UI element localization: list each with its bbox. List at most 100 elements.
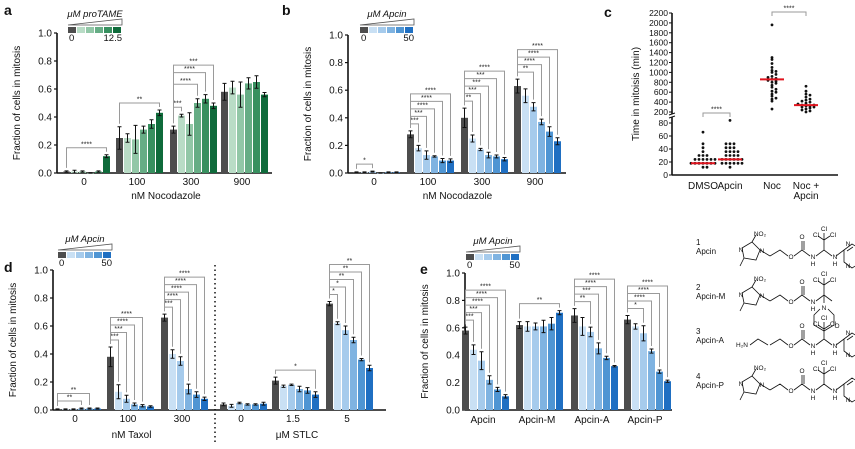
error-bar: [297, 385, 302, 393]
legend-swatch: [113, 27, 121, 33]
significance-bracket: [356, 163, 373, 169]
y-tick-label: 0.4: [38, 113, 52, 124]
significance-bracket: [627, 300, 652, 347]
atom-label: Cl: [830, 366, 837, 373]
x-tick-label: Apcin: [717, 181, 742, 192]
data-point: [770, 80, 774, 84]
significance-label: ****: [121, 311, 132, 318]
error-bar: [253, 403, 258, 406]
data-point: [800, 105, 804, 109]
significance-label: ***: [410, 117, 418, 124]
x-tick-label: 300: [474, 177, 491, 188]
data-point: [774, 90, 778, 94]
atom-label: N: [811, 299, 816, 306]
data-point: [693, 158, 697, 161]
error-bar: [186, 383, 191, 395]
x-tick-label: 0: [81, 177, 87, 188]
significance-label: ****: [480, 284, 491, 291]
significance-label: ****: [175, 278, 186, 285]
bar: [139, 405, 146, 410]
atom-label: O: [788, 299, 793, 306]
x-tick-label: DMSO: [688, 181, 718, 192]
atom-label: Cl: [813, 232, 820, 239]
significance-bracket: [771, 11, 807, 16]
significance-label: **: [137, 97, 143, 104]
significance-bracket: [465, 289, 506, 392]
data-point: [728, 150, 732, 154]
significance-label: ****: [81, 141, 92, 148]
legend-swatch: [77, 27, 85, 33]
significance-label: **: [580, 295, 586, 302]
data-point: [728, 142, 732, 146]
error-bar: [495, 386, 500, 393]
error-bar: [359, 357, 364, 362]
atom-label: N: [833, 388, 838, 395]
atom-label: NO₂: [754, 231, 767, 238]
error-bar: [502, 157, 507, 162]
error-bar: [523, 88, 528, 104]
bar: [312, 394, 319, 410]
bar: [664, 381, 671, 410]
atom-label: O: [834, 323, 839, 330]
significance-label: ***: [469, 306, 477, 313]
bar: [632, 326, 639, 410]
data-point: [770, 62, 774, 65]
bar: [288, 384, 295, 410]
error-bar: [471, 344, 476, 356]
bar: [194, 103, 201, 173]
data-point: [701, 146, 705, 150]
atom-label: H: [811, 306, 816, 313]
error-bar: [148, 405, 153, 408]
atom-label: Cl: [830, 232, 837, 239]
bar: [640, 333, 647, 410]
error-bar: [327, 301, 332, 307]
bar: [477, 149, 484, 173]
error-bar: [625, 314, 630, 325]
data-point: [774, 96, 778, 100]
error-bar: [470, 134, 475, 143]
bar: [554, 141, 561, 173]
data-point: [770, 97, 774, 101]
error-bar: [116, 384, 121, 400]
data-point: [724, 146, 728, 150]
legend-max: 50: [509, 260, 520, 271]
bar: [501, 159, 508, 173]
error-bar: [203, 94, 208, 104]
error-bar: [612, 364, 617, 368]
significance-label: ****: [585, 280, 596, 287]
atom-label: O: [788, 254, 793, 261]
error-bar: [187, 112, 192, 136]
data-point: [770, 83, 774, 87]
data-point: [713, 158, 717, 161]
atom-label: H₂N: [736, 342, 748, 349]
bar: [326, 303, 333, 410]
significance-label: **: [339, 273, 345, 280]
data-point: [774, 79, 778, 83]
data-point: [804, 95, 808, 99]
bar: [532, 326, 539, 410]
significance-label: **: [537, 297, 543, 304]
significance-label: ***: [164, 301, 172, 308]
significance-label: ****: [472, 299, 483, 306]
error-bar: [133, 124, 138, 154]
bar: [272, 380, 279, 410]
bond: [769, 233, 833, 257]
significance-label: ****: [711, 107, 722, 114]
legend-swatch: [466, 254, 474, 260]
y-tick-label: 0.2: [329, 141, 343, 152]
legend-swatch: [104, 27, 112, 33]
bar: [556, 312, 563, 410]
data-point: [701, 130, 705, 134]
error-bar: [408, 130, 413, 139]
data-point: [770, 99, 774, 103]
error-bar: [463, 326, 468, 335]
legend-swatch: [95, 27, 103, 33]
bar: [123, 398, 130, 410]
x-tick-label: Noc +: [793, 181, 820, 192]
y-tick-label: 2200: [649, 8, 668, 18]
bar: [185, 389, 192, 410]
x-tick-label: 100: [420, 177, 437, 188]
significance-bracket: [119, 102, 160, 124]
data-point: [732, 161, 736, 165]
